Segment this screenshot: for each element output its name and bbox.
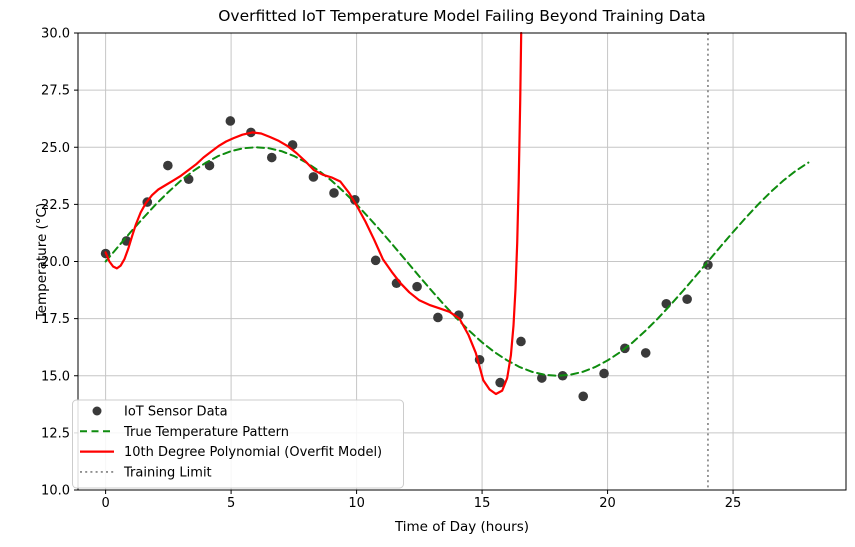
scatter-point — [163, 160, 173, 171]
grid-layer — [78, 32, 846, 491]
scatter-point — [516, 336, 526, 347]
y-tick-label: 12.5 — [41, 426, 70, 441]
tick-layer: 0 5 10 15 20 25 10.0 12.5 15.0 17.5 20.0 22.5 25.0 27… — [41, 27, 741, 512]
scatter-point — [682, 294, 692, 305]
legend-label: 10th Degree Polynomial (Overfit Model) — [124, 445, 382, 460]
scatter-point — [578, 391, 589, 402]
legend-label: True Temperature Pattern — [123, 425, 289, 440]
y-tick-label: 25.0 — [41, 141, 70, 156]
x-tick-label: 20 — [599, 496, 616, 511]
x-tick-label: 5 — [227, 496, 235, 511]
scatter-point — [495, 377, 505, 388]
x-tick-label: 15 — [474, 496, 491, 511]
scatter-point — [703, 260, 713, 270]
overfit-model-line — [104, 32, 523, 396]
legend: IoT Sensor Data True Temperature Pattern 1… — [72, 399, 404, 489]
scatter-point — [640, 348, 651, 358]
y-tick-label: 30.0 — [41, 27, 70, 42]
legend-label: IoT Sensor Data — [124, 405, 228, 420]
y-tick-label: 17.5 — [41, 312, 70, 327]
chart-title: Overfitted IoT Temperature Model Failing… — [218, 7, 706, 25]
y-axis-label: Temperature (°C) — [34, 203, 50, 321]
scatter-point — [183, 174, 194, 185]
x-tick-label: 25 — [725, 496, 742, 511]
true-pattern-line — [104, 146, 810, 377]
legend-box — [72, 399, 404, 489]
legend-marker-sensor-data — [92, 406, 102, 416]
y-tick-label: 20.0 — [41, 255, 70, 270]
y-tick-label: 27.5 — [41, 84, 70, 99]
scatter-point — [370, 255, 381, 266]
series-layer — [100, 32, 810, 490]
scatter-point — [433, 312, 443, 323]
scatter-point — [599, 368, 609, 379]
scatter-point — [266, 152, 277, 163]
x-tick-label: 0 — [101, 496, 109, 511]
y-tick-label: 15.0 — [41, 369, 70, 384]
scatter-point — [329, 188, 339, 198]
scatter-point — [537, 373, 547, 383]
scatter-point — [412, 281, 422, 292]
scatter-point — [308, 172, 319, 182]
scatter-point — [225, 116, 236, 126]
x-axis-label: Time of Day (hours) — [394, 519, 529, 535]
y-tick-label: 10.0 — [41, 484, 70, 499]
legend-label: Training Limit — [123, 465, 212, 480]
x-tick-label: 10 — [348, 496, 365, 511]
y-tick-label: 22.5 — [41, 198, 70, 213]
